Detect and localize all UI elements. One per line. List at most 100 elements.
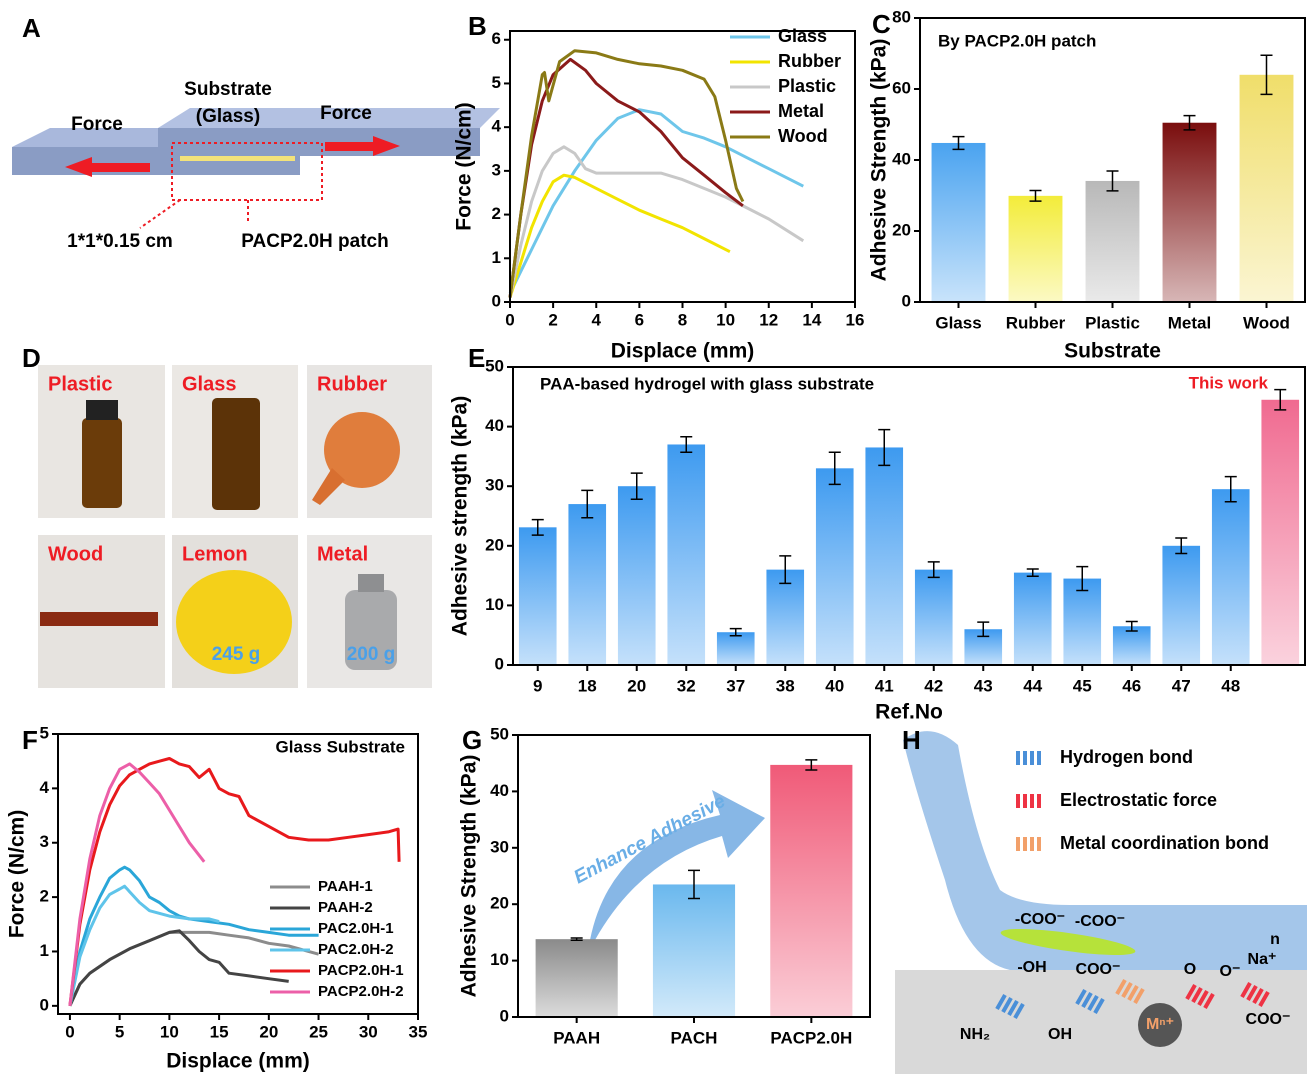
chem-label: n xyxy=(1270,931,1280,948)
x-tick-label: 5 xyxy=(115,1022,124,1041)
legend-label: PACP2.0H-2 xyxy=(318,983,404,1000)
chem-label: OH xyxy=(1048,1026,1072,1043)
bulb xyxy=(324,412,400,488)
chem-label: -COO⁻ xyxy=(1075,913,1125,930)
x-tick-label: 14 xyxy=(802,310,821,329)
y-tick-label: 50 xyxy=(485,356,504,375)
bond-dash xyxy=(1258,991,1270,1007)
x-tick-label: Metal xyxy=(1168,313,1211,332)
bar xyxy=(766,569,805,665)
x-tick-label: 0 xyxy=(65,1022,74,1041)
chem-label: COO⁻ xyxy=(1076,961,1121,978)
error-bar xyxy=(977,621,990,638)
bar xyxy=(865,447,904,665)
y-tick-label: 0 xyxy=(500,1006,509,1025)
series-line xyxy=(68,762,206,1006)
bar xyxy=(770,764,853,1017)
error-bar xyxy=(1175,537,1188,555)
error-bar xyxy=(1026,568,1039,577)
x-tick-label: 37 xyxy=(726,676,745,695)
y-tick-label: 3 xyxy=(492,160,501,179)
series-line xyxy=(508,108,804,294)
bond-dash xyxy=(1087,995,1099,1011)
error-bar xyxy=(581,489,594,519)
y-tick-label: 20 xyxy=(490,894,509,913)
x-tick-label: 40 xyxy=(825,676,844,695)
x-tick-label: 15 xyxy=(210,1022,229,1041)
panel-label: H xyxy=(902,725,921,755)
y-tick-label: 0 xyxy=(40,995,49,1014)
bar xyxy=(931,142,986,302)
x-tick-label: 42 xyxy=(924,676,943,695)
bond-dash xyxy=(1121,982,1133,998)
plot-frame xyxy=(57,733,419,1015)
panel-d xyxy=(38,365,432,688)
weight-top xyxy=(358,574,384,592)
pointer xyxy=(139,199,181,229)
x-tick-label: 43 xyxy=(974,676,993,695)
bar xyxy=(1008,195,1063,302)
panel-a: Force Substrate (Glass) Force 1*1*0.15 c… xyxy=(12,79,500,252)
error-bar xyxy=(927,561,940,579)
patch xyxy=(180,156,295,161)
label: Substrate xyxy=(184,79,272,100)
legend-label: PAC2.0H-2 xyxy=(318,941,394,958)
error-bar xyxy=(779,555,792,585)
bar xyxy=(815,468,854,665)
bar xyxy=(1162,545,1201,665)
x-axis-label: Ref.No xyxy=(875,701,943,724)
error-bar xyxy=(688,869,700,900)
plot-frame xyxy=(919,17,1306,303)
error-bar xyxy=(570,937,583,942)
chem-label: -COO⁻ xyxy=(1015,911,1065,928)
metal-ion xyxy=(1138,1003,1182,1047)
x-tick-label: 18 xyxy=(578,676,597,695)
bond-dash xyxy=(1133,988,1145,1004)
x-axis-label: Displace (mm) xyxy=(611,340,755,363)
bar xyxy=(1063,578,1102,665)
x-tick-label: 16 xyxy=(846,310,865,329)
x-tick-label: 10 xyxy=(160,1022,179,1041)
x-tick-label: 20 xyxy=(259,1022,278,1041)
y-tick-label: 5 xyxy=(40,723,49,742)
bond-dash xyxy=(1246,985,1258,1001)
arrow xyxy=(590,790,765,940)
x-tick-label: 9 xyxy=(533,676,542,695)
bond-dash xyxy=(1115,979,1127,995)
cap xyxy=(86,400,118,420)
highlight-label: This work xyxy=(1189,373,1269,392)
panel-label: G xyxy=(462,725,482,755)
photo-label: Metal xyxy=(317,543,368,565)
bond-dash xyxy=(1007,1000,1019,1016)
y-axis-label: Force (N/cm) xyxy=(453,102,476,230)
x-tick-label: 35 xyxy=(409,1022,428,1041)
series-line xyxy=(68,929,289,1007)
bar xyxy=(1211,489,1250,665)
bar xyxy=(1162,122,1217,302)
annotation: Glass Substrate xyxy=(276,737,405,756)
label: Force xyxy=(71,114,123,135)
y-tick-label: 0 xyxy=(902,291,911,310)
x-tick-label: Rubber xyxy=(1006,313,1066,332)
error-bar xyxy=(630,472,643,501)
y-tick-label: 40 xyxy=(485,416,504,435)
chem-label: -OH xyxy=(1017,959,1046,976)
y-tick-label: 6 xyxy=(492,29,501,48)
x-tick-label: 41 xyxy=(875,676,894,695)
photo-label: Wood xyxy=(48,543,103,565)
x-tick-label: 12 xyxy=(759,310,778,329)
legend-label: Metal xyxy=(778,101,824,121)
y-tick-label: 80 xyxy=(892,7,911,26)
error-bar xyxy=(1260,54,1273,96)
bond-dash xyxy=(1240,982,1252,998)
series-line xyxy=(68,884,220,1007)
panel-label: A xyxy=(22,13,41,43)
label: (Glass) xyxy=(196,106,260,127)
x-axis-label: Displace (mm) xyxy=(166,1050,310,1073)
y-tick-label: 2 xyxy=(492,204,501,223)
y-tick-label: 50 xyxy=(490,724,509,743)
legend-label: Wood xyxy=(778,126,828,146)
